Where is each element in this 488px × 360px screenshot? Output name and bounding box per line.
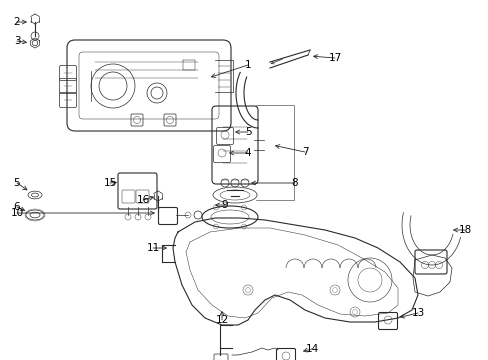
Text: 13: 13 xyxy=(410,308,424,318)
Text: 2: 2 xyxy=(14,17,20,27)
Text: 6: 6 xyxy=(14,202,20,212)
Text: 1: 1 xyxy=(244,60,251,70)
Text: 15: 15 xyxy=(103,178,116,188)
Text: 4: 4 xyxy=(244,148,251,158)
Text: 16: 16 xyxy=(136,195,149,205)
Text: 8: 8 xyxy=(291,178,298,188)
Text: 18: 18 xyxy=(457,225,470,235)
Text: 10: 10 xyxy=(10,208,23,218)
Text: 17: 17 xyxy=(328,53,341,63)
Text: 12: 12 xyxy=(215,315,228,325)
Text: 7: 7 xyxy=(301,147,307,157)
Text: 14: 14 xyxy=(305,344,318,354)
Text: 9: 9 xyxy=(221,200,228,210)
Text: 5: 5 xyxy=(14,178,20,188)
Text: 5: 5 xyxy=(244,127,251,137)
Text: 3: 3 xyxy=(14,36,20,46)
Text: 11: 11 xyxy=(146,243,159,253)
